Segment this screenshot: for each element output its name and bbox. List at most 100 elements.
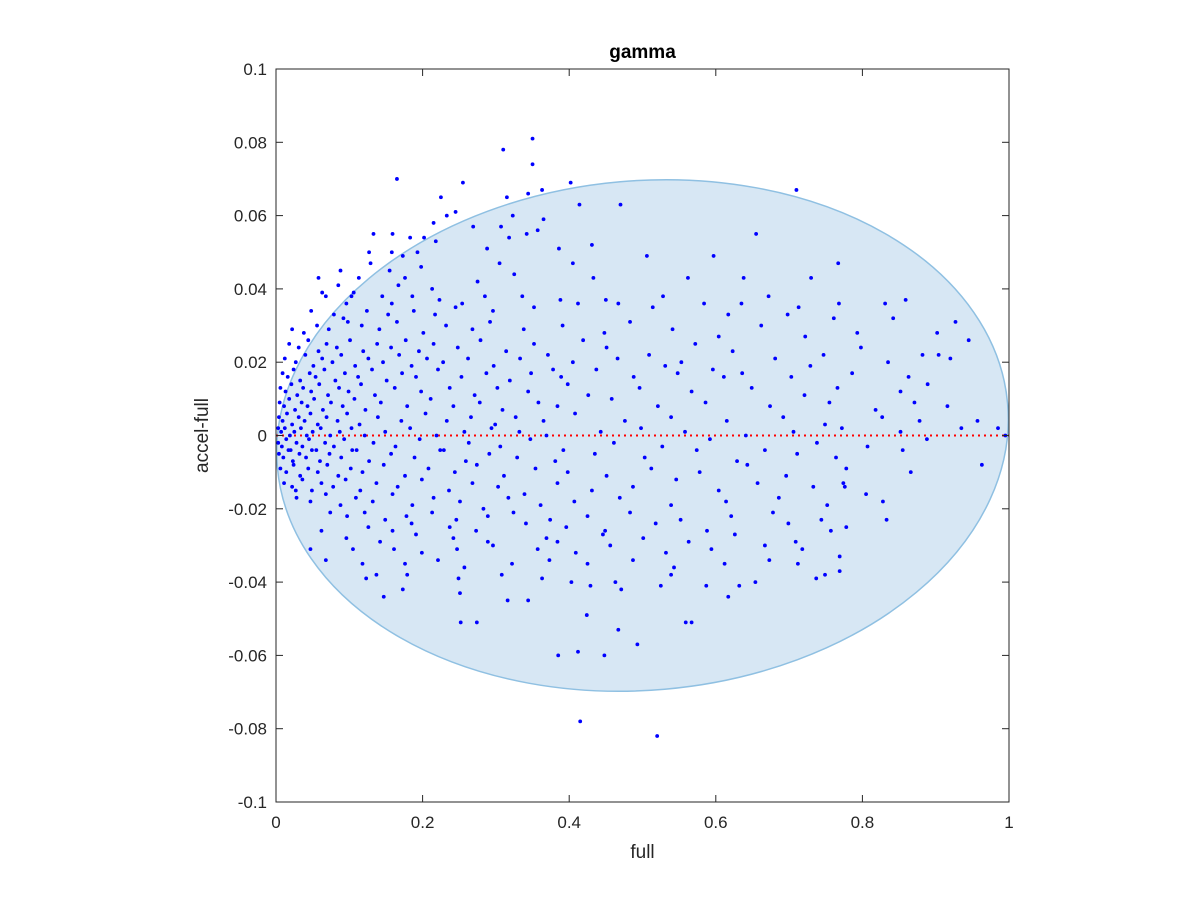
data-point — [795, 561, 800, 566]
data-point — [383, 517, 388, 522]
data-point — [584, 613, 589, 617]
data-point — [290, 459, 295, 464]
data-point — [299, 426, 303, 431]
data-point — [683, 620, 688, 625]
data-point — [784, 473, 789, 478]
data-point — [524, 232, 529, 236]
data-point — [864, 492, 868, 497]
data-point — [814, 576, 819, 581]
data-point — [284, 470, 289, 475]
data-point — [507, 235, 511, 240]
data-point — [348, 466, 353, 471]
data-point — [500, 407, 505, 412]
data-point — [338, 268, 343, 273]
data-point — [835, 385, 840, 390]
data-point — [576, 649, 580, 654]
data-point — [305, 404, 310, 409]
data-point — [400, 587, 405, 592]
data-point — [809, 276, 813, 280]
data-point — [506, 495, 511, 500]
data-point — [532, 305, 536, 310]
y-tick-label: -0.06 — [228, 646, 267, 665]
data-point — [308, 547, 313, 552]
data-point — [399, 418, 404, 423]
data-point — [437, 297, 442, 302]
data-point — [565, 382, 570, 387]
data-point — [283, 389, 288, 394]
data-point — [920, 352, 925, 357]
data-point — [366, 525, 371, 530]
data-point — [316, 276, 321, 280]
data-point — [282, 426, 287, 431]
data-point — [522, 492, 527, 497]
data-point — [726, 312, 731, 317]
data-point — [291, 462, 296, 467]
y-tick-label: 0.04 — [234, 280, 267, 299]
data-point — [462, 565, 467, 570]
data-point — [298, 473, 303, 478]
data-point — [419, 550, 424, 555]
data-point — [898, 389, 903, 394]
data-point — [417, 437, 422, 442]
data-point — [561, 448, 566, 453]
data-point — [521, 327, 526, 332]
data-point — [375, 341, 380, 346]
data-point — [374, 572, 379, 577]
data-point — [444, 213, 449, 218]
data-point — [409, 363, 414, 368]
data-point — [771, 510, 775, 515]
data-point — [343, 371, 347, 376]
data-point — [836, 261, 841, 266]
data-point — [346, 389, 351, 394]
data-point — [558, 297, 563, 302]
data-point — [540, 188, 544, 192]
data-point — [485, 514, 490, 519]
y-tick-label: 0.02 — [234, 353, 267, 372]
data-point — [655, 734, 660, 738]
data-point — [451, 404, 456, 409]
data-point — [530, 136, 535, 141]
data-point — [564, 525, 569, 530]
data-point — [360, 561, 365, 566]
data-point — [953, 319, 958, 324]
data-point — [495, 385, 500, 390]
data-point — [278, 466, 283, 471]
data-point — [559, 374, 564, 379]
data-point — [324, 415, 329, 420]
data-point — [588, 583, 593, 588]
data-point — [318, 459, 322, 464]
data-point — [828, 528, 833, 533]
data-point — [315, 470, 320, 475]
data-point — [796, 305, 801, 310]
data-point — [315, 323, 319, 328]
data-point — [337, 429, 342, 434]
data-point — [294, 495, 299, 500]
data-point — [873, 407, 878, 412]
data-point — [842, 484, 847, 489]
data-point — [686, 539, 691, 544]
data-point — [617, 495, 622, 500]
data-point — [397, 352, 402, 357]
data-point — [348, 338, 352, 343]
data-point — [553, 459, 558, 464]
data-point — [370, 499, 375, 504]
data-point — [644, 254, 649, 258]
data-point — [378, 400, 383, 405]
data-point — [743, 433, 748, 438]
data-point — [350, 448, 355, 453]
data-point — [340, 404, 345, 409]
data-point — [603, 297, 608, 302]
data-point — [535, 547, 540, 552]
data-point — [425, 356, 429, 361]
y-tick-label: -0.1 — [238, 793, 267, 812]
data-point — [572, 499, 577, 504]
data-point — [496, 484, 500, 489]
data-point — [377, 327, 382, 332]
data-point — [452, 470, 457, 475]
data-point — [345, 411, 350, 416]
data-point — [484, 371, 489, 376]
data-point — [405, 572, 410, 577]
data-point — [647, 352, 651, 357]
data-point — [433, 239, 438, 244]
data-point — [330, 360, 335, 365]
